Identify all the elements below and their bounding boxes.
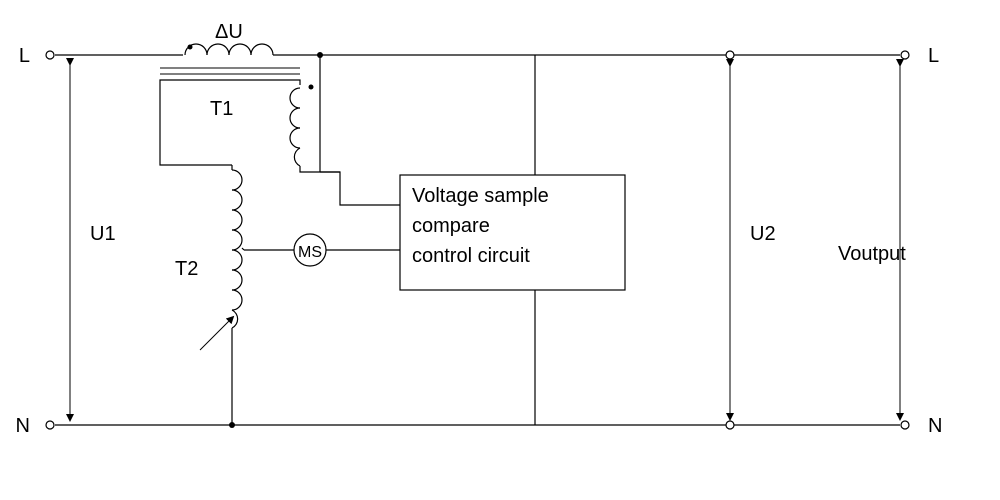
label-L-out: L <box>928 45 939 67</box>
label-N-in: N <box>16 415 30 437</box>
label-N-out: N <box>928 415 942 437</box>
t2-tap-stub <box>242 248 244 250</box>
terminal-N-out <box>901 421 909 429</box>
terminal-L-out <box>901 51 909 59</box>
label-T1: T1 <box>210 98 233 120</box>
circuit-diagram: L N L N ΔU T1 <box>0 0 1000 500</box>
node-u2-top <box>726 51 734 59</box>
label-MS: MS <box>298 244 322 261</box>
node-u2-bot <box>726 421 734 429</box>
polarity-dot-2 <box>309 85 314 90</box>
label-U2: U2 <box>750 223 776 245</box>
terminal-N-in <box>46 421 54 429</box>
t1-sec-bottom-lead <box>300 166 400 205</box>
label-L-in: L <box>19 45 30 67</box>
t2-wiper-arrow <box>200 318 232 350</box>
t1-sec-top-lead <box>160 80 300 165</box>
t1-primary-coil <box>185 44 273 55</box>
label-U1: U1 <box>90 223 116 245</box>
label-Vout: Voutput <box>838 243 906 265</box>
node-320-top <box>317 52 323 58</box>
polarity-dot-1 <box>188 45 193 50</box>
label-deltaU: ΔU <box>215 21 243 43</box>
label-T2: T2 <box>175 258 198 280</box>
box-line-2: compare <box>412 215 490 237</box>
box-line-3: control circuit <box>412 245 530 267</box>
t1-secondary-coil <box>290 88 300 166</box>
terminal-L-in <box>46 51 54 59</box>
box-line-1: Voltage sample <box>412 185 549 207</box>
t2-coil <box>232 170 242 328</box>
node-232-bot <box>229 422 235 428</box>
